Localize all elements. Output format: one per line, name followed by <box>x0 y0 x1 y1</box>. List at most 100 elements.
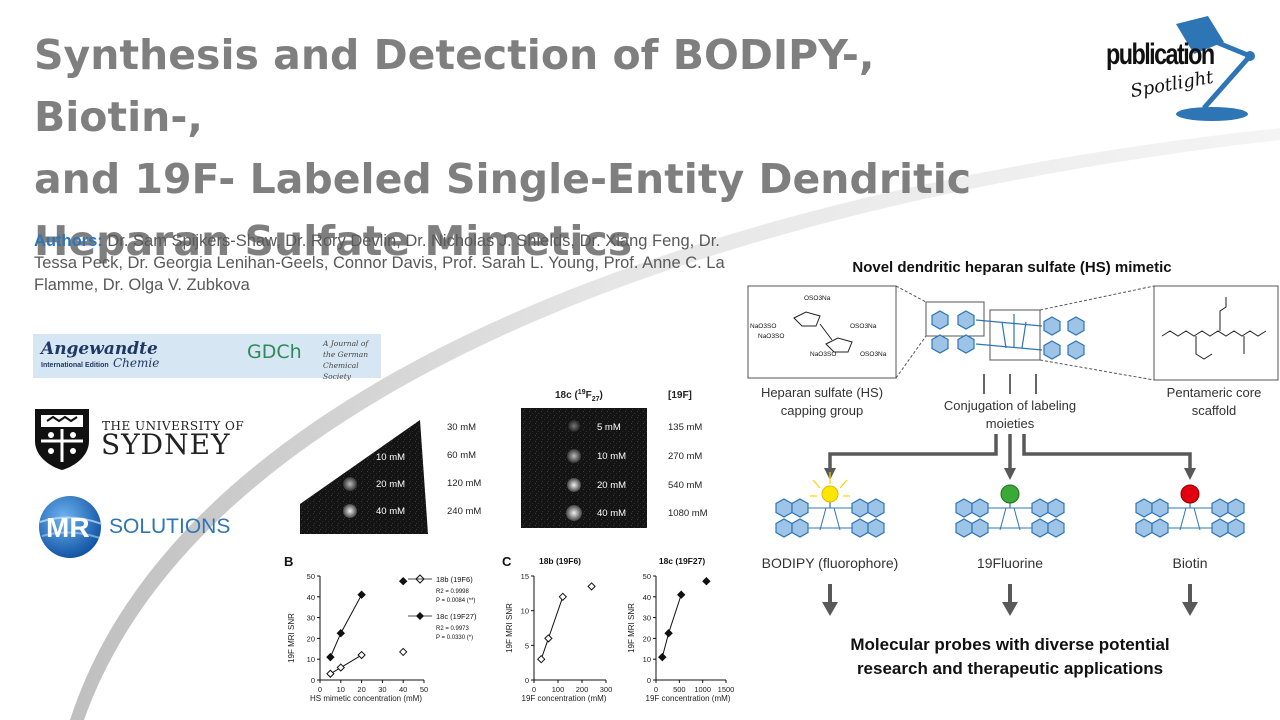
y-tick-label: 15 <box>521 572 529 581</box>
y-tick-label: 5 <box>525 641 529 650</box>
image-label: 10 mM <box>376 452 405 463</box>
footer-line: research and therapeutic applications <box>857 659 1163 678</box>
mr-letters: MR <box>46 512 90 543</box>
image-label: 40 mM <box>376 506 405 517</box>
chart-b-xlabel: HS mimetic concentration (mM) <box>310 694 422 703</box>
dendritic-mimetic-schematic: Novel dendritic heparan sulfate (HS) mim… <box>747 259 1279 678</box>
fluorine-probe-icon <box>956 484 1064 537</box>
y-tick-label: 20 <box>643 634 651 643</box>
angewandte-name: Angewandte <box>41 339 158 359</box>
footer-line: Molecular probes with diverse potential <box>850 635 1169 654</box>
data-point <box>536 654 546 664</box>
data-point <box>398 576 408 586</box>
data-point <box>357 650 366 660</box>
mri-spot <box>343 504 357 518</box>
university-crest-icon <box>35 409 89 470</box>
image-label: 10 mM <box>597 451 626 462</box>
zoom-line <box>1039 359 1155 381</box>
chart-c-18c: 18c (19F27) 19F MRI SNR 19F concentratio… <box>627 556 734 703</box>
data-point <box>357 590 366 599</box>
data-point <box>326 652 335 662</box>
image-label: 20 mM <box>376 479 405 490</box>
authors-names: Dr. Sam Spijkers-Shaw, Dr. Rory Devlin, … <box>34 232 725 294</box>
data-point <box>702 576 711 586</box>
f-concentration-header: [19F] <box>668 390 692 401</box>
mri-spot <box>567 478 581 492</box>
hs-structure-box <box>747 285 897 379</box>
core-label: scaffold <box>1192 403 1237 418</box>
core-chemical-structure <box>1161 330 1267 337</box>
core-highlight-box <box>989 309 1041 361</box>
y-tick-label: 40 <box>643 593 651 602</box>
data-point <box>398 647 408 657</box>
probe-label-biotin: Biotin <box>1172 555 1207 571</box>
x-tick-label: 200 <box>576 685 589 694</box>
data-point <box>676 590 686 599</box>
concentration-label: 135 mM <box>668 422 702 433</box>
concentration-label: 540 mM <box>668 480 702 491</box>
series-line <box>329 594 363 658</box>
probe-label-bodipy: BODIPY (fluorophore) <box>762 555 899 571</box>
concentration-label: 1080 mM <box>668 508 708 519</box>
data-point <box>336 663 346 672</box>
chart-b-ylabel: 19F MRI SNR <box>287 613 296 663</box>
gdch-note: A Journal of the German Chemical Society <box>323 339 369 381</box>
y-tick-label: 0 <box>525 676 529 685</box>
legend-stat: P = 0.0084 (**) <box>436 598 475 604</box>
publication-word: publication <box>1106 38 1215 71</box>
gdch-mark: GDCh <box>247 341 302 363</box>
x-tick-label: 300 <box>600 685 613 694</box>
mri-spot <box>567 449 581 463</box>
chart-c-18c-xlabel: 19F concentration (mM) <box>646 694 731 703</box>
schematic-title: Novel dendritic heparan sulfate (HS) mim… <box>852 259 1171 276</box>
y-tick-label: 10 <box>521 607 529 616</box>
desk-lamp-icon <box>1176 16 1255 121</box>
down-arrows <box>822 584 1198 616</box>
chem-label: NaO3SO <box>758 333 784 340</box>
x-tick-label: 20 <box>357 685 365 694</box>
bodipy-probe-icon <box>776 472 884 537</box>
usyd-top-text: THE UNIVERSITY OF <box>102 419 245 433</box>
chart-b-legend: 18b (19F6) R2 = 0.9998 P = 0.0084 (**) 1… <box>408 574 477 641</box>
legend-label-18b: 18b (19F6) <box>436 575 473 584</box>
panel-label-b: B <box>284 554 293 569</box>
y-tick-label: 0 <box>647 676 651 685</box>
legend-stat: R2 = 0.9998 <box>436 589 470 595</box>
concentration-label: 120 mM <box>447 478 481 489</box>
zoom-line <box>895 335 927 379</box>
chart-c-18b: C 18b (19F6) 19F MRI SNR 19F concentrati… <box>502 554 613 703</box>
conjugation-label: Conjugation of labeling <box>944 398 1076 413</box>
y-tick-label: 30 <box>643 614 651 623</box>
image-label: 40 mM <box>597 508 626 519</box>
legend-stat: P = 0.0330 (*) <box>436 635 473 641</box>
authors: Authors: Dr. Sam Spijkers-Shaw, Dr. Rory… <box>34 230 764 296</box>
image-label: 5 mM <box>597 422 621 433</box>
chem-label: OSO3Na <box>850 323 877 330</box>
data-point <box>336 628 346 638</box>
angewandte-edition: International Edition <box>41 362 109 369</box>
mri-18c-header: 18c (19F27) <box>555 389 603 403</box>
x-tick-label: 0 <box>318 685 322 694</box>
branch-arrows <box>828 434 1192 470</box>
mri-spot <box>568 420 580 432</box>
probe-label-fluorine: 19Fluorine <box>977 555 1043 571</box>
concentration-label: 240 mM <box>447 506 481 517</box>
concentration-label: 60 mM <box>447 450 476 461</box>
data-point <box>658 652 667 662</box>
panel-label-c: C <box>502 554 512 569</box>
mri-image-18b <box>300 420 428 534</box>
data-point <box>558 592 568 602</box>
concentration-label: 30 mM <box>447 422 476 433</box>
zoom-line <box>1039 285 1155 311</box>
legend-marker-18c <box>416 612 424 620</box>
y-tick-label: 30 <box>307 614 315 623</box>
mri-image-18c <box>521 408 647 528</box>
y-tick-label: 50 <box>643 572 651 581</box>
hs-chemical-structure <box>793 311 853 353</box>
core-chemical-structure <box>1195 297 1245 360</box>
chart-c-18c-ylabel: 19F MRI SNR <box>627 603 636 653</box>
x-tick-label: 500 <box>673 685 686 694</box>
y-tick-label: 20 <box>307 634 315 643</box>
mr-solutions-globe-icon: MR <box>39 496 103 558</box>
core-structure-box <box>1153 285 1279 381</box>
